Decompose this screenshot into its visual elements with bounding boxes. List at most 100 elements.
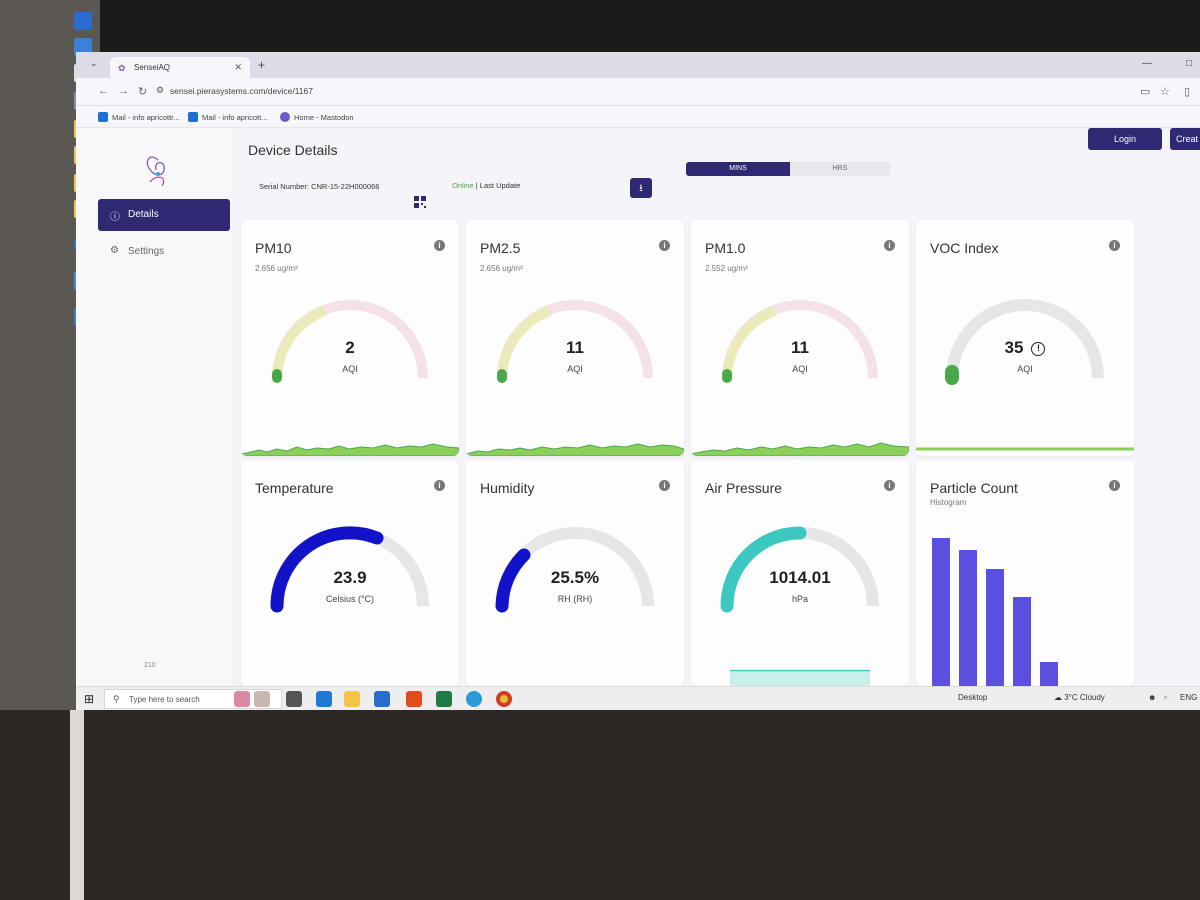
reload-icon[interactable]: ↻ bbox=[138, 86, 148, 98]
maximize-icon[interactable]: □ bbox=[1186, 58, 1193, 69]
humidity-card: Humidity i 25.5% RH (RH) bbox=[466, 460, 684, 686]
people-icon[interactable]: ☻ bbox=[1148, 693, 1157, 702]
aqi-value: 11 bbox=[566, 338, 584, 357]
bookmark-star-icon[interactable]: ☆ bbox=[1160, 86, 1170, 98]
info-icon[interactable]: i bbox=[434, 240, 445, 251]
aqi-gauge bbox=[722, 300, 878, 383]
download-icon: ⭳ bbox=[639, 183, 643, 194]
temperature-value: 23.9 bbox=[333, 568, 367, 587]
edge-icon[interactable] bbox=[466, 691, 482, 707]
mail-icon[interactable] bbox=[316, 691, 332, 707]
extensions-icon[interactable]: ▯ bbox=[1184, 86, 1191, 98]
site-info-icon[interactable]: ⚙ bbox=[156, 85, 165, 95]
pressure-sparkline bbox=[729, 669, 871, 686]
humidity-unit: RH (RH) bbox=[557, 594, 593, 604]
gauge-fill bbox=[270, 526, 384, 613]
forward-icon[interactable]: → bbox=[118, 85, 129, 97]
concentration: 2.656 ug/m³ bbox=[255, 264, 298, 273]
bookmark-mastodon[interactable]: Home - Mastodon bbox=[280, 112, 354, 122]
gauge-fill bbox=[720, 526, 807, 613]
info-icon: ⓘ bbox=[110, 212, 120, 223]
sidebar: ⓘ Details ⚙ Settings 210 bbox=[76, 128, 234, 686]
info-icon[interactable]: i bbox=[1109, 240, 1120, 251]
toggle-mins[interactable]: MINS bbox=[686, 162, 790, 176]
pm10-card: PM10 2.656 ug/m³ i 2 AQI bbox=[241, 220, 459, 456]
language-indicator[interactable]: ENG bbox=[1180, 693, 1198, 702]
minimize-icon[interactable]: — bbox=[1142, 58, 1152, 69]
info-icon[interactable]: i bbox=[659, 480, 670, 491]
concentration: 2.656 ug/m³ bbox=[480, 264, 523, 273]
info-icon[interactable]: i bbox=[884, 480, 895, 491]
aqi-gauge bbox=[497, 300, 653, 383]
voc-sparkline bbox=[916, 447, 1134, 451]
browser-tab[interactable]: ✿ SenseiAQ ✕ bbox=[110, 57, 250, 78]
sidebar-item-details[interactable]: ⓘ Details bbox=[98, 199, 230, 231]
concentration: 2.552 ug/m³ bbox=[705, 264, 748, 273]
search-highlight-icon[interactable] bbox=[234, 691, 250, 707]
temperature-card: Temperature i 23.9 Celsius (°C) bbox=[241, 460, 459, 686]
mastodon-icon bbox=[280, 112, 290, 122]
bookmark-mail-2[interactable]: Mail - info apricott... bbox=[188, 112, 267, 122]
aqi-unit: AQI bbox=[1017, 364, 1033, 374]
create-account-button[interactable]: Creat bbox=[1170, 128, 1200, 150]
page-title: Device Details bbox=[248, 142, 338, 158]
windows-start-icon[interactable]: ⊞ bbox=[84, 692, 95, 706]
card-title: Air Pressure bbox=[705, 480, 783, 496]
desktop-toolbar-label[interactable]: Desktop bbox=[958, 693, 988, 702]
pressure-unit: hPa bbox=[791, 594, 808, 604]
bookmark-mail-1[interactable]: Mail - info apricottr... bbox=[98, 112, 180, 122]
main-content: Device Details Login Creat Serial Number… bbox=[234, 128, 1200, 686]
file-explorer-icon[interactable] bbox=[344, 691, 360, 707]
chrome-icon[interactable] bbox=[496, 691, 512, 707]
new-tab-icon[interactable]: + bbox=[258, 58, 266, 72]
voc-value-row: 35! bbox=[916, 338, 1134, 358]
sidebar-item-settings[interactable]: ⚙ Settings bbox=[98, 236, 230, 268]
office-icon[interactable] bbox=[406, 691, 422, 707]
temperature-unit: Celsius (°C) bbox=[325, 594, 375, 604]
bookmarks-bar: Mail - info apricottr... Mail - info apr… bbox=[76, 106, 1200, 128]
card-title: Temperature bbox=[255, 480, 334, 496]
tab-search-chevron-icon[interactable]: ⌄ bbox=[90, 58, 98, 68]
close-tab-icon[interactable]: ✕ bbox=[234, 62, 242, 72]
url-field[interactable]: sensei.pierasystems.com/device/1167 bbox=[170, 86, 313, 96]
humidity-gauge bbox=[495, 527, 654, 613]
particle-histogram bbox=[932, 518, 1072, 686]
login-button[interactable]: Login bbox=[1088, 128, 1162, 150]
app: ⓘ Details ⚙ Settings 210 Device Details … bbox=[76, 128, 1200, 686]
aqi-value: 11 bbox=[791, 338, 809, 357]
device-info: Serial Number: CNR-15-22H000066 Online |… bbox=[234, 162, 1200, 222]
aqi-gauge bbox=[272, 300, 428, 383]
card-title: PM2.5 bbox=[480, 240, 521, 256]
address-bar: ← → ↻ ⚙ sensei.pierasystems.com/device/1… bbox=[76, 78, 1200, 106]
alert-icon[interactable]: ! bbox=[1031, 342, 1046, 356]
voc-index-card: VOC Index i 35! AQI bbox=[916, 220, 1134, 456]
aqi-unit: AQI bbox=[792, 364, 808, 374]
download-data-button[interactable]: ⭳ bbox=[630, 178, 652, 198]
cast-icon[interactable]: ▭ bbox=[1140, 86, 1151, 98]
pressure-gauge bbox=[720, 526, 879, 613]
back-icon[interactable]: ← bbox=[98, 85, 109, 97]
weather-widget[interactable]: ☁ 3°C Cloudy bbox=[1054, 693, 1105, 702]
info-icon[interactable]: i bbox=[659, 240, 670, 251]
network-icon[interactable]: ▫ bbox=[1164, 693, 1167, 702]
windows-taskbar: ⊞ ⚲ Type here to search Desktop ☁ 3°C Cl… bbox=[76, 686, 1200, 710]
histogram-bar bbox=[986, 569, 1004, 686]
qr-code-icon[interactable] bbox=[414, 196, 426, 208]
info-icon[interactable]: i bbox=[434, 480, 445, 491]
toggle-hrs[interactable]: HRS bbox=[790, 162, 890, 176]
excel-icon[interactable] bbox=[436, 691, 452, 707]
histogram-bar bbox=[1013, 597, 1031, 686]
last-update: | Last Update bbox=[473, 181, 521, 190]
info-icon[interactable]: i bbox=[884, 240, 895, 251]
screen: ⌄ ✿ SenseiAQ ✕ + — □ ← → ↻ ⚙ sensei.pier… bbox=[76, 52, 1200, 710]
browser-titlebar: ⌄ ✿ SenseiAQ ✕ + — □ bbox=[76, 52, 1200, 78]
outlook-icon bbox=[98, 112, 108, 122]
info-icon[interactable]: i bbox=[1109, 480, 1120, 491]
temperature-gauge bbox=[270, 526, 429, 613]
card-title: Particle Count bbox=[930, 480, 1018, 496]
card-title: PM10 bbox=[255, 240, 292, 256]
search-highlight-icon[interactable] bbox=[254, 691, 270, 707]
task-view-icon[interactable] bbox=[286, 691, 302, 707]
sidebar-item-label: Details bbox=[128, 209, 159, 220]
store-icon[interactable] bbox=[374, 691, 390, 707]
